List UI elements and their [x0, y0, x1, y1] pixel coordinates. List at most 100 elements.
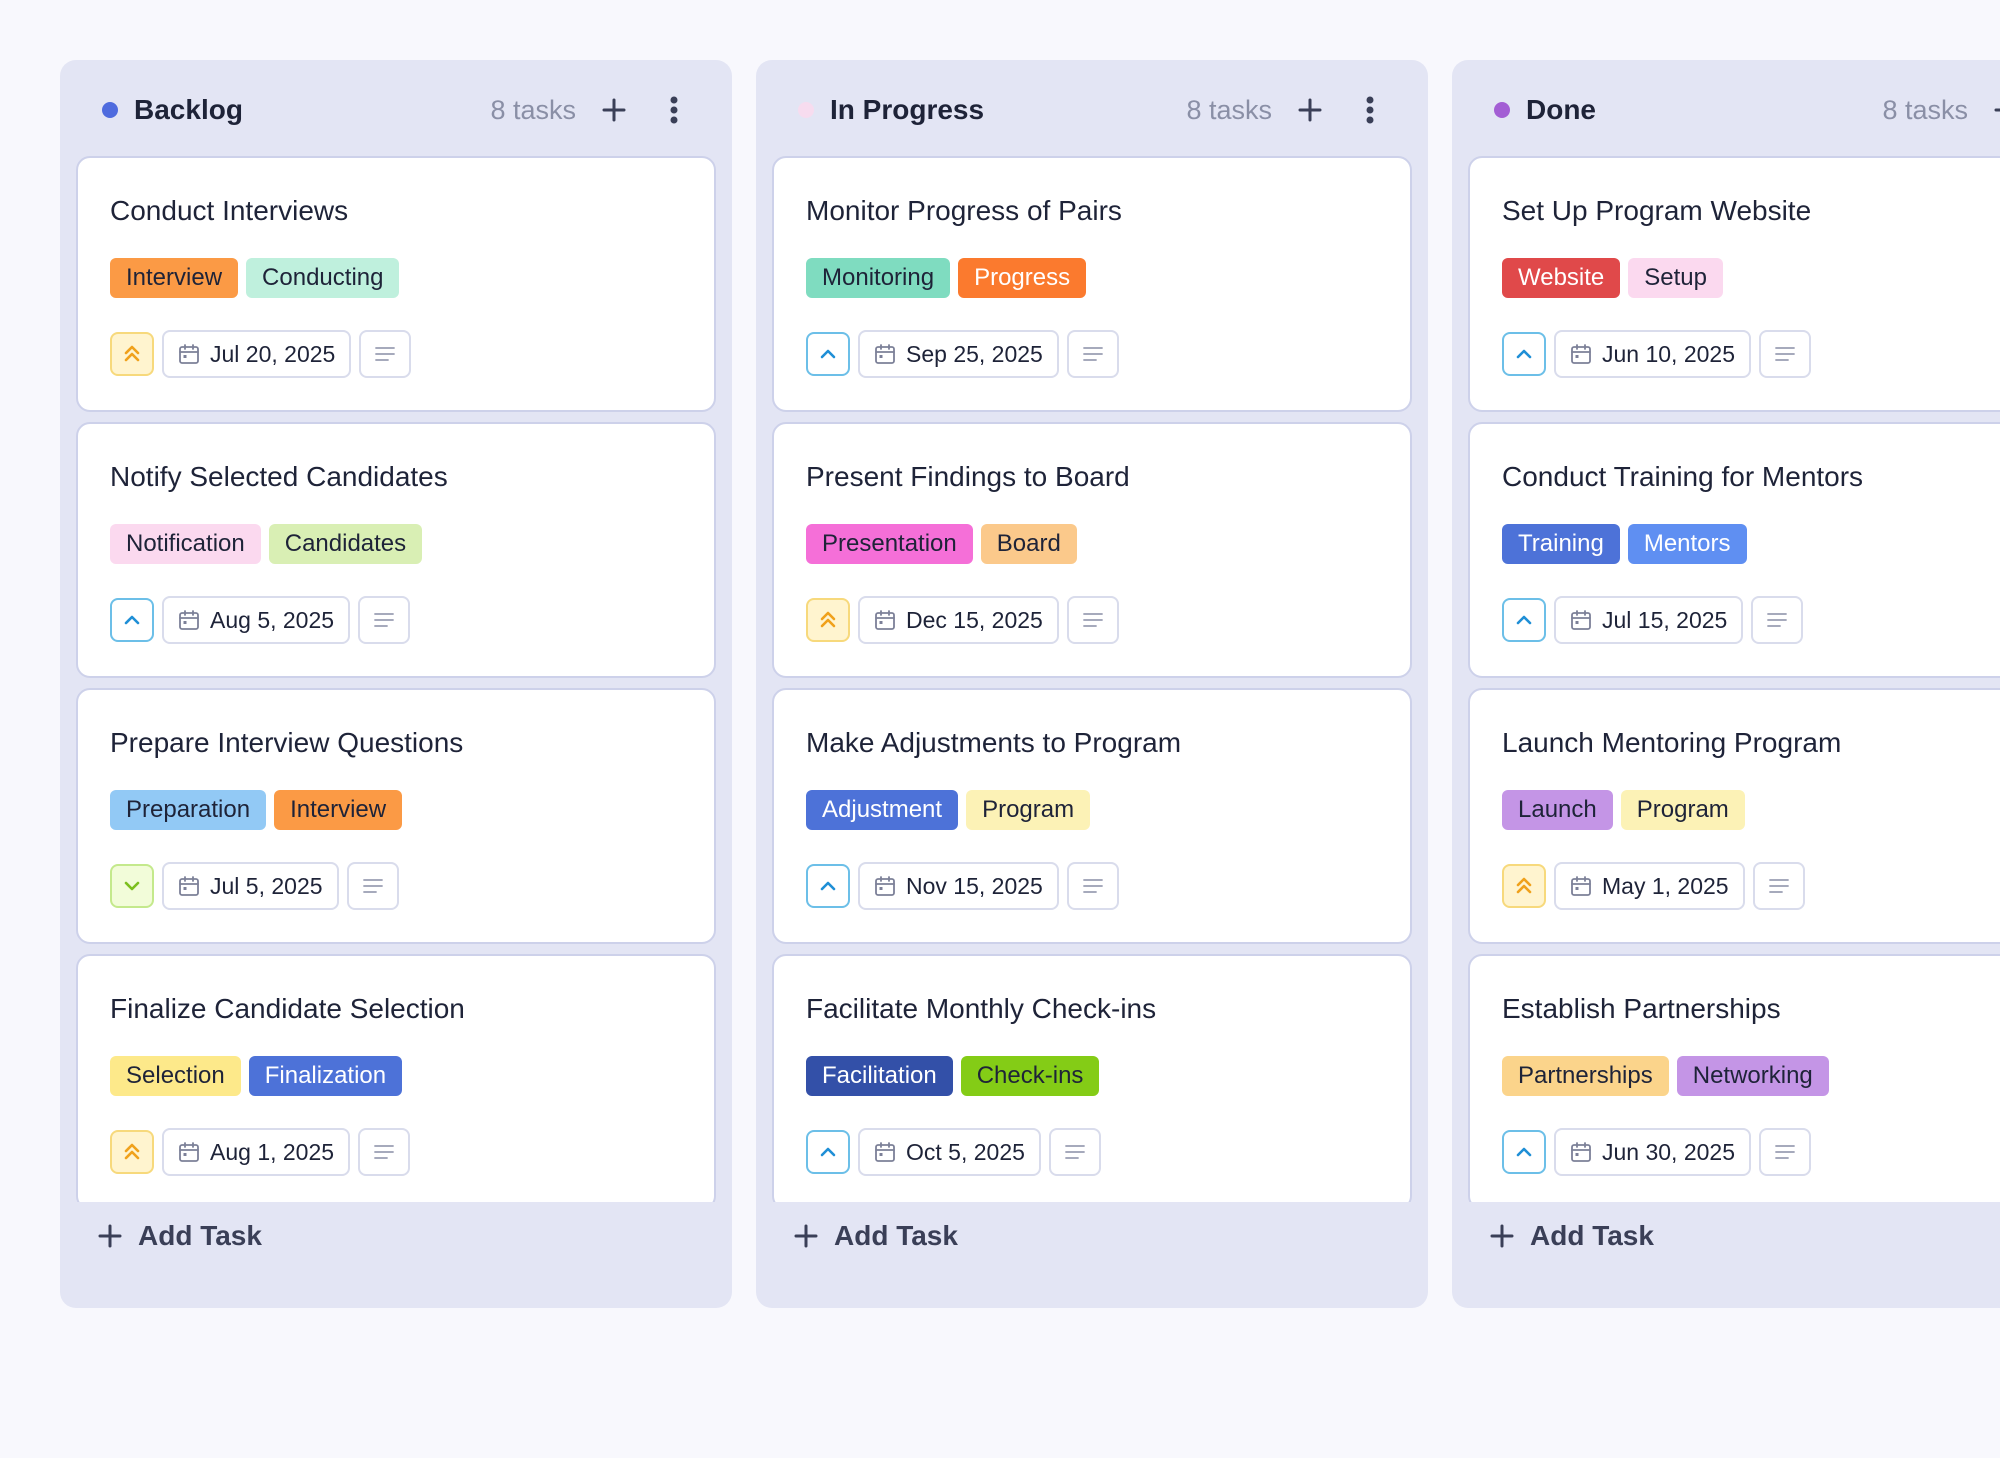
description-icon — [1081, 876, 1105, 896]
priority-button[interactable] — [806, 332, 850, 376]
task-card[interactable]: Establish Partnerships Partnerships Networ… — [1468, 954, 2000, 1202]
priority-button[interactable] — [1502, 864, 1546, 908]
task-card[interactable]: Prepare Interview Questions Preparation In… — [76, 688, 716, 944]
priority-button[interactable] — [806, 864, 850, 908]
task-title[interactable]: Present Findings to Board — [806, 461, 1130, 492]
due-date-button[interactable]: Jul 20, 2025 — [162, 330, 352, 378]
description-button[interactable] — [1759, 330, 1812, 378]
task-title[interactable]: Conduct Training for Mentors — [1502, 461, 1864, 492]
task-title[interactable]: Make Adjustments to Program — [806, 727, 1182, 758]
description-button[interactable] — [1048, 1128, 1101, 1176]
task-card[interactable]: Launch Mentoring Program Launch Program May… — [1468, 688, 2000, 944]
tag-progress[interactable]: Progress — [958, 258, 1087, 298]
due-date-button[interactable]: Jul 5, 2025 — [162, 862, 339, 910]
tag-setup[interactable]: Setup — [1628, 258, 1723, 298]
due-date-button[interactable]: Nov 15, 2025 — [858, 862, 1059, 910]
add-task-button[interactable]: Add Task — [96, 1208, 262, 1264]
task-title[interactable]: Facilitate Monthly Check-ins — [806, 993, 1157, 1024]
task-title[interactable]: Establish Partnerships — [1502, 993, 1781, 1024]
tag-program[interactable]: Program — [1620, 790, 1745, 830]
task-title[interactable]: Finalize Candidate Selection — [110, 993, 465, 1024]
task-card[interactable]: Present Findings to Board Presentation Boa… — [772, 422, 1412, 678]
add-card-button[interactable] — [1986, 90, 2000, 130]
description-icon — [1773, 344, 1797, 364]
priority-button[interactable] — [1502, 598, 1546, 642]
more-vertical-icon — [1350, 90, 1390, 130]
tag-training[interactable]: Training — [1502, 524, 1620, 564]
column-title: Done — [1526, 94, 1596, 125]
description-button[interactable] — [358, 596, 411, 644]
description-button[interactable] — [358, 1128, 411, 1176]
tag-candidates[interactable]: Candidates — [268, 524, 423, 564]
tag-interview[interactable]: Interview — [110, 258, 239, 298]
description-button[interactable] — [1066, 862, 1119, 910]
tag-launch[interactable]: Launch — [1502, 790, 1613, 830]
due-date-button[interactable]: Jun 30, 2025 — [1554, 1128, 1752, 1176]
tag-facilitation[interactable]: Facilitation — [806, 1056, 953, 1096]
due-date-button[interactable]: May 1, 2025 — [1554, 862, 1745, 910]
add-card-button[interactable] — [1290, 90, 1330, 130]
tag-mentors[interactable]: Mentors — [1627, 524, 1747, 564]
task-title[interactable]: Set Up Program Website — [1502, 195, 1812, 226]
tag-partnerships[interactable]: Partnerships — [1502, 1056, 1669, 1096]
add-task-button[interactable]: Add Task — [1488, 1208, 1654, 1264]
task-card[interactable]: Finalize Candidate Selection Selection Fin… — [76, 954, 716, 1202]
priority-button[interactable] — [110, 864, 154, 908]
tag-website[interactable]: Website — [1502, 258, 1621, 298]
priority-button[interactable] — [806, 1130, 850, 1174]
task-title[interactable]: Notify Selected Candidates — [110, 461, 448, 492]
priority-button[interactable] — [110, 598, 154, 642]
add-task-button[interactable]: Add Task — [792, 1208, 958, 1264]
due-date-button[interactable]: Aug 5, 2025 — [162, 596, 351, 644]
tag-board[interactable]: Board — [980, 524, 1077, 564]
priority-button[interactable] — [110, 332, 154, 376]
due-date-button[interactable]: Jul 15, 2025 — [1554, 596, 1744, 644]
tag-notification[interactable]: Notification — [110, 524, 261, 564]
due-date-button[interactable]: Dec 15, 2025 — [858, 596, 1059, 644]
description-button[interactable] — [1752, 862, 1805, 910]
tag-selection[interactable]: Selection — [110, 1056, 241, 1096]
priority-button[interactable] — [1502, 1130, 1546, 1174]
plus-icon — [792, 1222, 820, 1250]
tag-monitoring[interactable]: Monitoring — [806, 258, 951, 298]
tag-conducting[interactable]: Conducting — [246, 258, 400, 298]
due-date-button[interactable]: Sep 25, 2025 — [858, 330, 1059, 378]
tag-interview[interactable]: Interview — [274, 790, 403, 830]
task-count: 8 tasks — [1186, 95, 1272, 125]
task-card[interactable]: Facilitate Monthly Check-ins Facilitation… — [772, 954, 1412, 1202]
priority-button[interactable] — [110, 1130, 154, 1174]
priority-button[interactable] — [1502, 332, 1546, 376]
tag-check-ins[interactable]: Check-ins — [960, 1056, 1100, 1096]
due-date: Nov 15, 2025 — [906, 872, 1043, 899]
task-title[interactable]: Launch Mentoring Program — [1502, 727, 1842, 758]
description-button[interactable] — [1759, 1128, 1812, 1176]
tag-program[interactable]: Program — [966, 790, 1091, 830]
task-card[interactable]: Set Up Program Website Website Setup Jun 10… — [1468, 156, 2000, 412]
description-button[interactable] — [1066, 330, 1119, 378]
task-card[interactable]: Monitor Progress of Pairs Monitoring Progr… — [772, 156, 1412, 412]
description-button[interactable] — [346, 862, 399, 910]
priority-button[interactable] — [806, 598, 850, 642]
due-date-button[interactable]: Jun 10, 2025 — [1554, 330, 1752, 378]
task-card[interactable]: Conduct Training for Mentors Training Ment… — [1468, 422, 2000, 678]
task-title[interactable]: Prepare Interview Questions — [110, 727, 464, 758]
add-card-button[interactable] — [594, 90, 634, 130]
description-button[interactable] — [1066, 596, 1119, 644]
tag-finalization[interactable]: Finalization — [248, 1056, 403, 1096]
column-menu-button[interactable] — [654, 90, 694, 130]
tag-presentation[interactable]: Presentation — [806, 524, 973, 564]
column-menu-button[interactable] — [1350, 90, 1390, 130]
task-card[interactable]: Make Adjustments to Program Adjustment Pro… — [772, 688, 1412, 944]
description-icon — [1767, 876, 1791, 896]
task-card[interactable]: Notify Selected Candidates Notification Ca… — [76, 422, 716, 678]
task-title[interactable]: Monitor Progress of Pairs — [806, 195, 1122, 226]
task-title[interactable]: Conduct Interviews — [110, 195, 349, 226]
tag-networking[interactable]: Networking — [1676, 1056, 1829, 1096]
description-button[interactable] — [1751, 596, 1804, 644]
due-date-button[interactable]: Oct 5, 2025 — [858, 1128, 1041, 1176]
tag-adjustment[interactable]: Adjustment — [806, 790, 959, 830]
task-card[interactable]: Conduct Interviews Interview Conducting Jul… — [76, 156, 716, 412]
description-button[interactable] — [359, 330, 412, 378]
tag-preparation[interactable]: Preparation — [110, 790, 267, 830]
due-date-button[interactable]: Aug 1, 2025 — [162, 1128, 351, 1176]
